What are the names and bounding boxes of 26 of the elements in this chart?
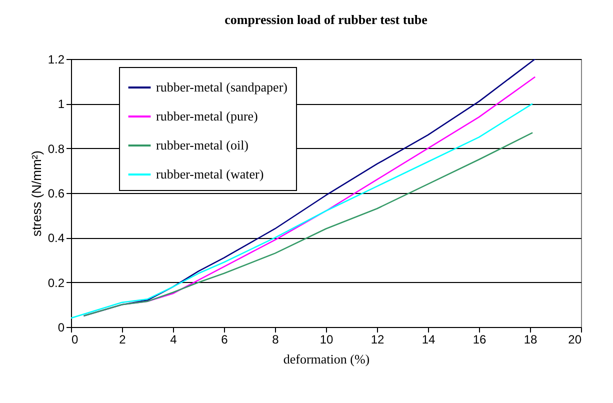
x-axis-title: deformation (%) <box>283 352 370 366</box>
x-tick-label: 20 <box>568 332 582 346</box>
x-tick-label: 2 <box>119 332 126 346</box>
y-tick-label: 0.4 <box>48 231 65 246</box>
x-tick-label: 16 <box>472 332 486 346</box>
y-tick-label: 1.2 <box>48 52 65 66</box>
x-tick-label: 6 <box>221 332 228 346</box>
x-tick-label: 0 <box>72 332 78 346</box>
x-tick-label: 10 <box>320 332 334 346</box>
line-series <box>83 132 534 316</box>
legend-label: rubber-metal (sandpaper) <box>156 80 288 94</box>
x-tick-label: 8 <box>272 332 280 346</box>
legend-label: rubber-metal (oil) <box>156 138 249 152</box>
legend-label: rubber-metal (pure) <box>156 108 258 124</box>
y-tick-label: 0.8 <box>48 142 65 156</box>
legend-label: rubber-metal (water) <box>156 166 264 182</box>
y-tick-label: 0.6 <box>48 186 65 200</box>
x-tick-label: 14 <box>422 332 436 346</box>
y-tick-label: 0 <box>58 320 65 334</box>
x-tick-label: 18 <box>524 332 538 346</box>
chart-title: compression load of rubber test tube <box>224 12 428 27</box>
y-axis-title: stress (N/mm²) <box>28 150 44 236</box>
y-tick-label: 0.2 <box>48 276 65 290</box>
y-tick-label: 1 <box>58 97 65 112</box>
x-tick-label: 12 <box>370 332 384 346</box>
x-tick-label: 4 <box>170 332 178 346</box>
